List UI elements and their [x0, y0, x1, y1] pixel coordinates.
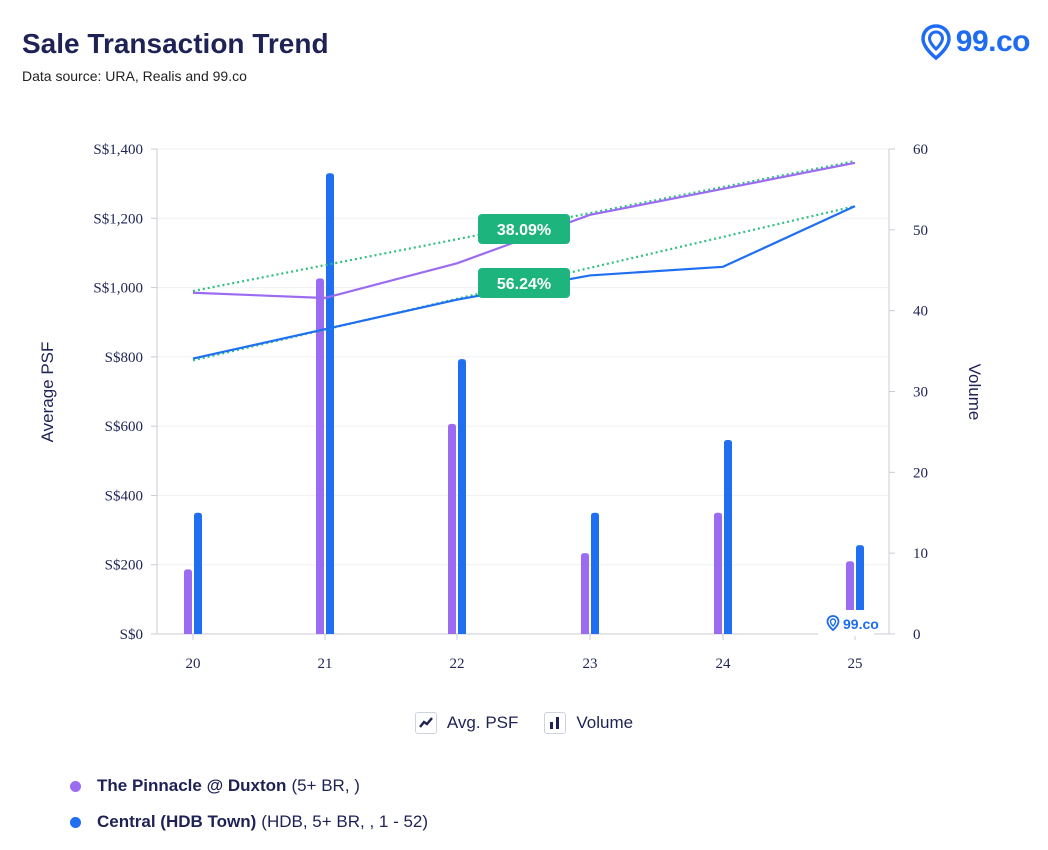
series-legend-item: The Pinnacle @ Duxton (5+ BR, ) — [70, 768, 428, 804]
volume-bar — [714, 512, 722, 634]
location-pin-icon — [826, 615, 840, 632]
y2-tick-label: 20 — [913, 465, 928, 481]
y-axis-label: Average PSF — [38, 342, 57, 443]
volume-bar — [326, 173, 334, 634]
x-tick-label: 23 — [583, 656, 598, 672]
y2-tick-label: 0 — [913, 627, 921, 643]
volume-bar — [724, 440, 732, 634]
trendline — [192, 205, 856, 362]
avg-psf-lines — [192, 161, 856, 360]
y-tick-label: S$1,400 — [93, 142, 143, 158]
y-tick-label: S$600 — [105, 419, 143, 435]
volume-bar — [448, 423, 456, 634]
y2-axis-label: Volume — [965, 364, 984, 421]
y2-tick-label: 60 — [913, 142, 928, 158]
volume-bar — [591, 512, 599, 634]
y-axis-left: S$0 S$200 S$400 S$600 S$800 S$1,000 S$1,200 S$1… — [93, 142, 157, 643]
series-detail: (HDB, 5+ BR, , 1 - 52) — [261, 812, 429, 831]
y2-tick-label: 50 — [913, 223, 928, 239]
change-badge-label: 56.24% — [497, 276, 551, 293]
change-badge — [478, 214, 570, 244]
data-source-subtitle: Data source: URA, Realis and 99.co — [22, 68, 247, 84]
chart-watermark: 99.co — [818, 610, 879, 636]
brand-logo: 99.co — [920, 24, 1031, 60]
change-badge-label: 38.09% — [497, 222, 551, 239]
y-tick-label: S$200 — [105, 558, 143, 574]
series-legend: The Pinnacle @ Duxton (5+ BR, ) Central … — [70, 768, 428, 840]
y-tick-label: S$800 — [105, 350, 143, 366]
volume-bar — [581, 553, 589, 634]
x-tick-label: 20 — [186, 656, 201, 672]
legend-avg-psf[interactable]: Avg. PSF — [414, 712, 519, 734]
y-tick-label: S$0 — [120, 627, 143, 643]
x-axis: 20 21 22 23 24 25 — [186, 634, 863, 672]
sale-trend-chart: S$0 S$200 S$400 S$600 S$800 S$1,000 S$1,200 S$1… — [38, 142, 984, 672]
bar-chart-icon — [544, 712, 567, 734]
x-tick-label: 24 — [716, 656, 732, 672]
volume-bar — [194, 512, 202, 634]
x-tick-label: 25 — [848, 656, 863, 672]
trendlines — [192, 160, 856, 362]
series-detail: (5+ BR, ) — [291, 776, 360, 795]
y-tick-label: S$1,000 — [93, 281, 143, 297]
volume-bars — [184, 173, 864, 634]
x-tick-label: 21 — [318, 656, 333, 672]
series-color-dot — [70, 816, 81, 828]
series-legend-item: Central (HDB Town) (HDB, 5+ BR, , 1 - 52… — [70, 804, 428, 840]
y2-tick-label: 40 — [913, 304, 928, 320]
y-tick-label: S$400 — [105, 488, 143, 504]
volume-bar — [184, 569, 192, 634]
volume-bar — [316, 278, 324, 634]
logo-wordmark: 99.co — [955, 25, 1031, 58]
y2-tick-label: 10 — [913, 546, 928, 562]
volume-bar — [458, 359, 466, 634]
y-tick-label: S$1,200 — [93, 211, 143, 227]
series-color-dot — [70, 780, 81, 792]
legend-avg-psf-label: Avg. PSF — [446, 713, 519, 732]
x-tick-label: 22 — [450, 656, 465, 672]
y-axis-right: 0 10 20 30 40 50 60 — [889, 142, 928, 643]
y2-tick-label: 30 — [913, 385, 928, 401]
series-name: Central (HDB Town) — [97, 812, 257, 831]
gridlines — [156, 148, 890, 635]
watermark-text: 99.co — [843, 616, 879, 632]
legend-volume-label: Volume — [576, 713, 634, 732]
legend-volume[interactable]: Volume — [544, 712, 633, 734]
series-name: The Pinnacle @ Duxton — [97, 776, 287, 795]
location-pin-icon — [921, 24, 951, 60]
line-chart-icon — [414, 712, 437, 734]
chart-type-legend: Avg. PSF Volume — [0, 712, 1048, 734]
chart-title: Sale Transaction Trend — [22, 28, 329, 59]
change-badge — [478, 268, 570, 298]
change-badges: 38.09% 56.24% — [478, 214, 570, 298]
